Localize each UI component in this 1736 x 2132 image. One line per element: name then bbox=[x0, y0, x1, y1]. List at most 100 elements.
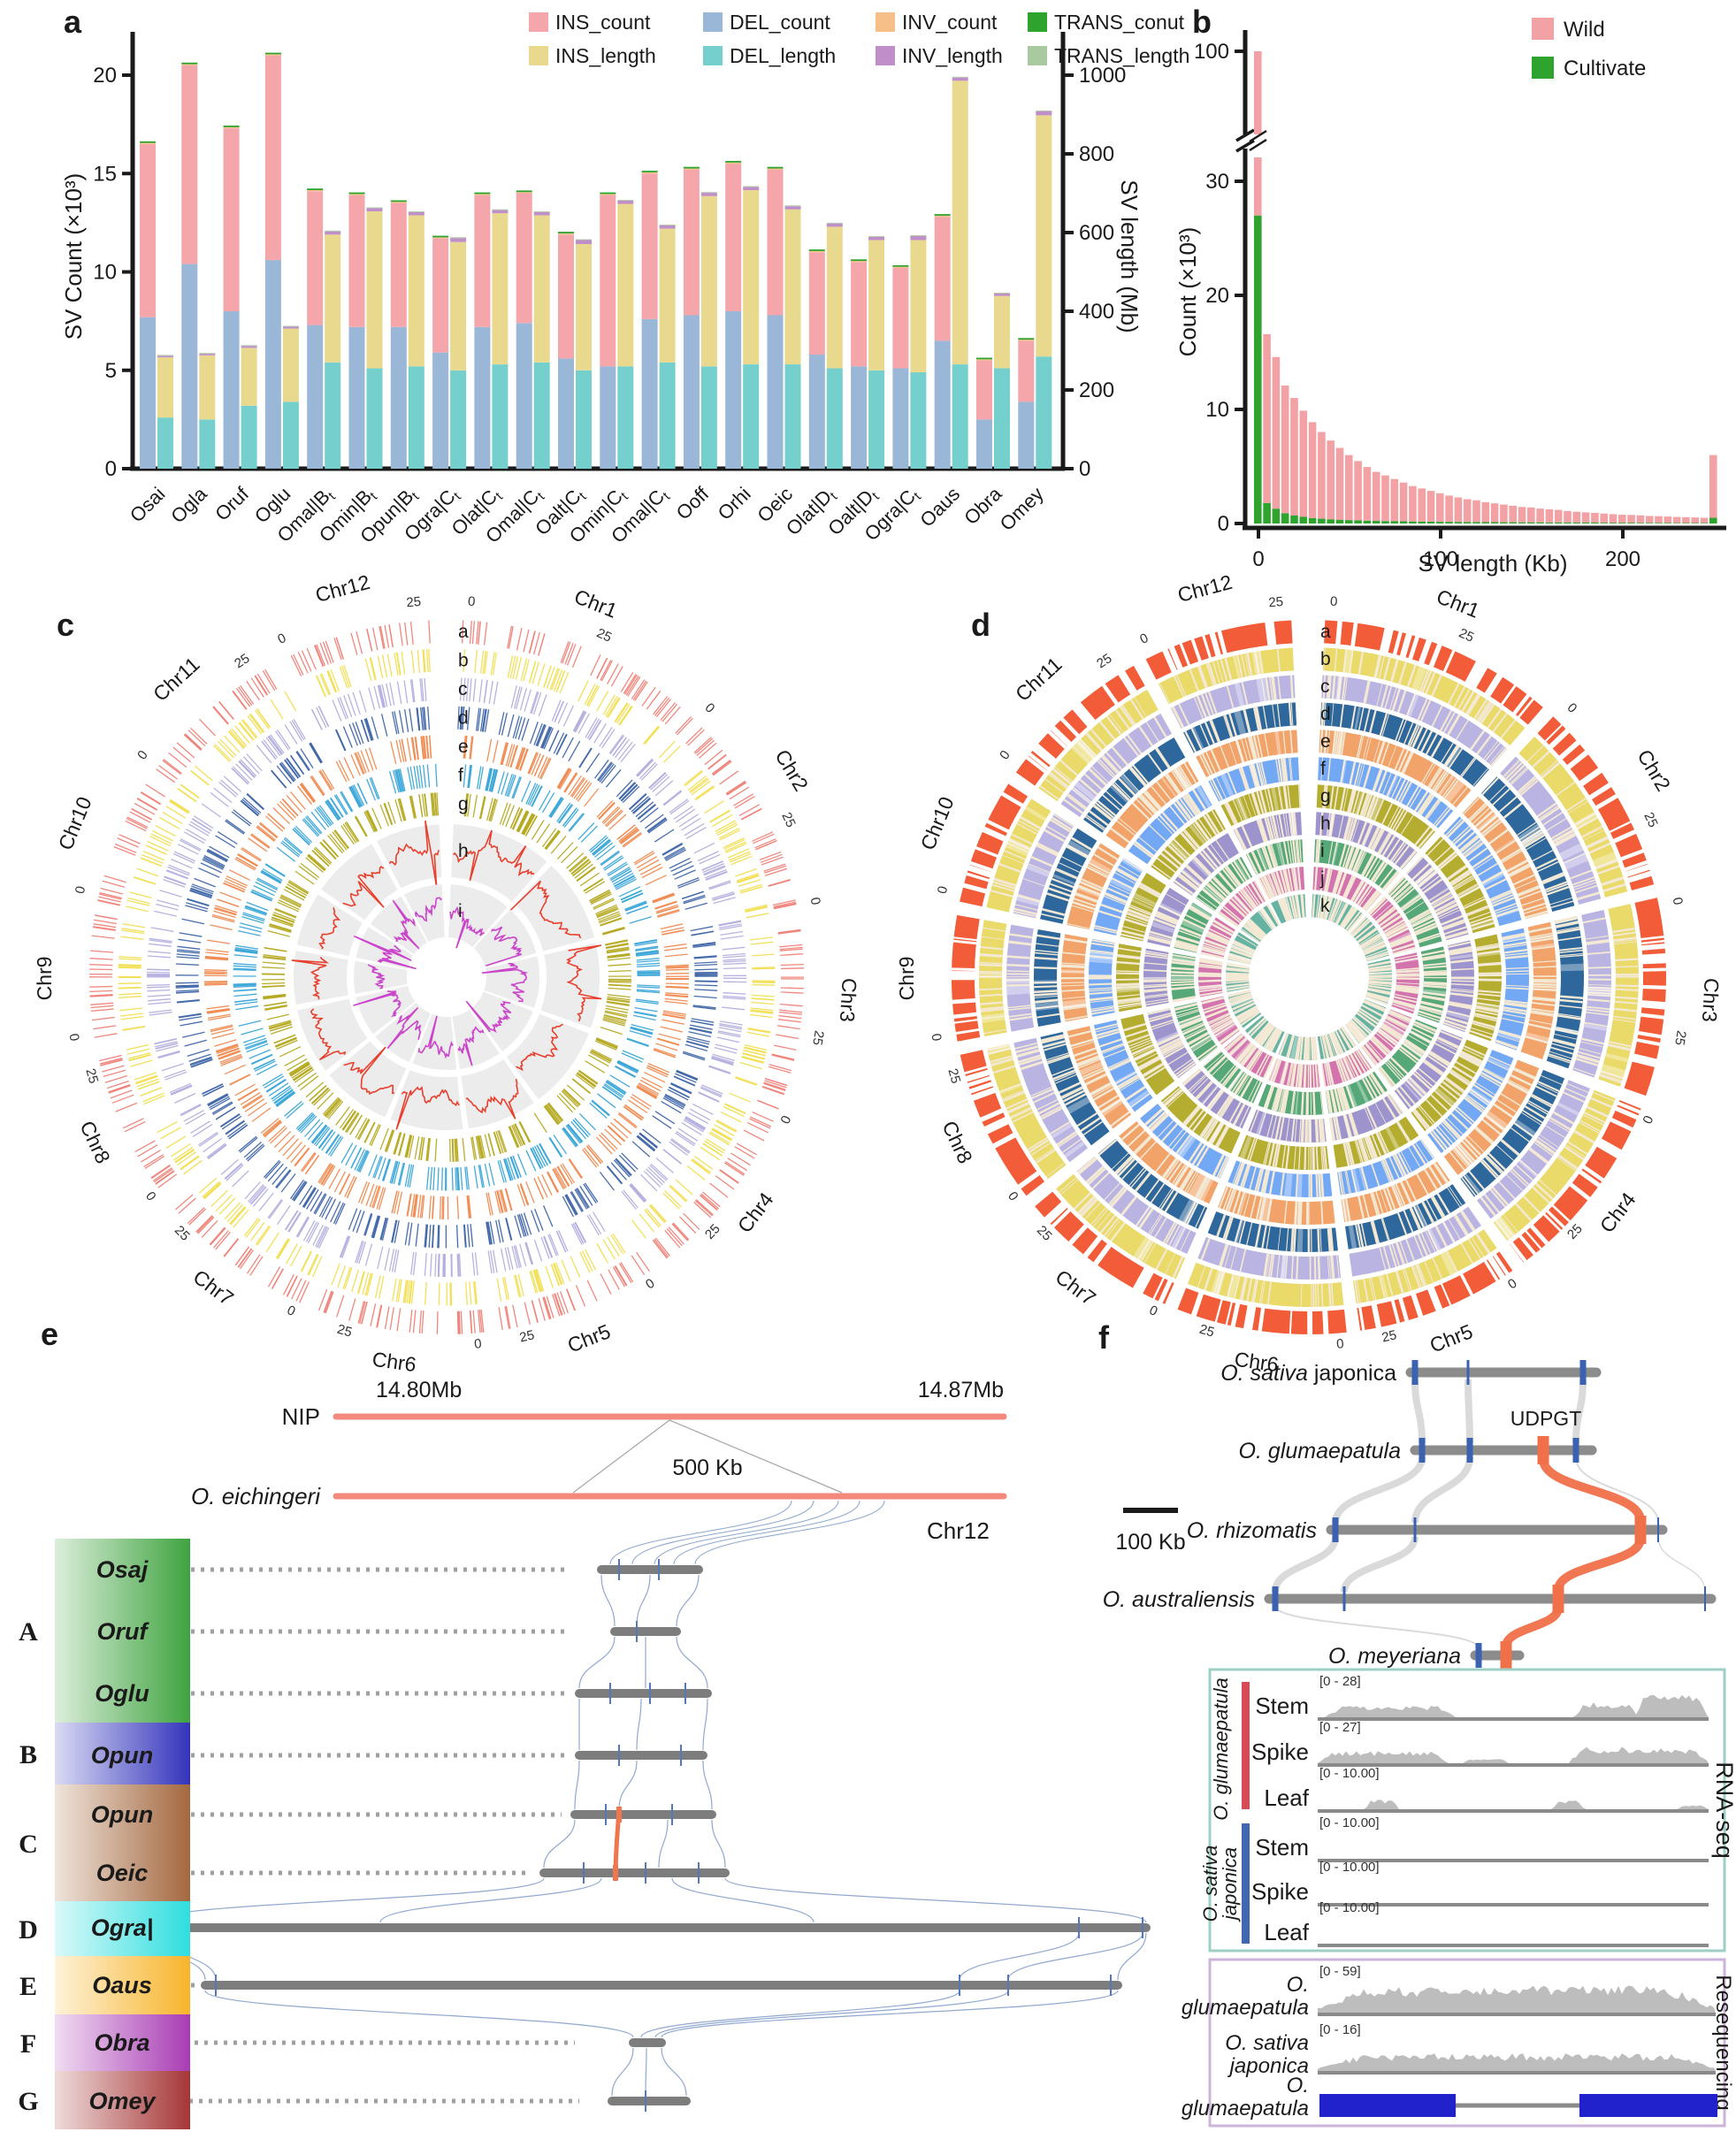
shape bbox=[273, 1089, 294, 1104]
shape bbox=[585, 717, 598, 738]
shape bbox=[229, 869, 250, 881]
shape bbox=[322, 839, 339, 858]
shape bbox=[1296, 1201, 1301, 1225]
shape bbox=[1047, 730, 1067, 750]
shape bbox=[318, 1129, 334, 1150]
sv-length-bar-segment bbox=[784, 206, 801, 210]
shape bbox=[1204, 1267, 1212, 1290]
shape bbox=[724, 1162, 745, 1176]
shape bbox=[779, 948, 803, 951]
shape bbox=[478, 621, 481, 645]
x-category-label: Oaus bbox=[915, 483, 964, 531]
sv-length-bar-segment bbox=[199, 353, 216, 355]
shape bbox=[301, 783, 317, 802]
shape bbox=[501, 713, 508, 736]
shape bbox=[249, 1185, 265, 1204]
shape bbox=[325, 800, 340, 821]
shape bbox=[754, 838, 776, 849]
scale-tick-label: 25 bbox=[518, 1327, 536, 1345]
shape bbox=[369, 1124, 380, 1146]
shape bbox=[397, 1162, 404, 1186]
shape bbox=[707, 754, 727, 770]
shape bbox=[318, 1196, 332, 1218]
sv-count-bar-segment bbox=[600, 192, 616, 195]
shape bbox=[318, 805, 334, 825]
shape bbox=[511, 807, 523, 830]
shape bbox=[399, 623, 403, 646]
shape bbox=[449, 906, 485, 949]
shape bbox=[631, 797, 651, 814]
shape bbox=[90, 1002, 114, 1005]
shape bbox=[549, 668, 559, 691]
shape bbox=[190, 1120, 211, 1134]
shape bbox=[752, 967, 776, 969]
shape bbox=[1532, 1186, 1550, 1204]
shape bbox=[291, 720, 305, 741]
shape bbox=[131, 807, 153, 821]
sv-length-bar-segment bbox=[533, 211, 550, 216]
shape bbox=[695, 786, 715, 801]
shape bbox=[103, 1069, 126, 1078]
shape bbox=[772, 899, 796, 906]
shape bbox=[340, 791, 353, 813]
sv-length-bar-segment bbox=[617, 203, 634, 367]
shape bbox=[750, 1007, 774, 1012]
shape bbox=[598, 802, 616, 820]
shape bbox=[507, 1247, 514, 1270]
shape bbox=[751, 997, 775, 1001]
shape bbox=[351, 1269, 359, 1292]
shape bbox=[187, 898, 210, 907]
shape bbox=[372, 1186, 381, 1209]
shape bbox=[605, 1081, 626, 1096]
sv-count-bar-segment bbox=[1018, 401, 1035, 469]
y-left-tick: 5 bbox=[105, 359, 117, 383]
shape bbox=[94, 914, 118, 921]
shape bbox=[559, 671, 570, 694]
shape bbox=[127, 1051, 151, 1059]
shape bbox=[365, 1183, 375, 1206]
shape bbox=[428, 1224, 432, 1248]
scale-tick-label: 25 bbox=[82, 1067, 101, 1086]
shape bbox=[697, 851, 719, 862]
shape bbox=[330, 669, 340, 692]
shape bbox=[536, 823, 551, 844]
shape bbox=[594, 759, 609, 779]
shape bbox=[388, 624, 394, 648]
shape bbox=[547, 1234, 558, 1257]
shape bbox=[203, 1182, 222, 1200]
shape bbox=[215, 1194, 233, 1212]
shape bbox=[114, 843, 137, 853]
chromosome-label: Chr11 bbox=[149, 653, 204, 706]
shape bbox=[1249, 129, 1267, 143]
shape bbox=[241, 720, 257, 739]
shape bbox=[557, 768, 570, 789]
circos-track-e bbox=[203, 735, 690, 1220]
shape bbox=[684, 1043, 708, 1052]
sv-count-bar-segment bbox=[892, 266, 909, 268]
shape bbox=[145, 783, 166, 798]
shape bbox=[739, 886, 763, 894]
shape bbox=[1055, 1173, 1186, 1280]
sv-count-bar-segment bbox=[976, 359, 992, 361]
shape bbox=[531, 692, 539, 714]
shape bbox=[568, 855, 587, 872]
shape bbox=[359, 1150, 370, 1173]
shape bbox=[282, 1274, 294, 1295]
shape bbox=[1640, 935, 1665, 941]
shape bbox=[477, 1135, 484, 1159]
shape bbox=[143, 1095, 165, 1105]
chromosome-label: Chr10 bbox=[54, 793, 96, 853]
shape bbox=[619, 828, 639, 844]
shape bbox=[554, 1167, 567, 1188]
shape bbox=[264, 1005, 287, 1010]
shape bbox=[636, 759, 654, 777]
circos-track-h bbox=[291, 820, 602, 1131]
shape bbox=[157, 1051, 180, 1059]
shape bbox=[241, 848, 261, 862]
shape bbox=[316, 675, 326, 697]
shape bbox=[529, 1271, 537, 1294]
shape bbox=[498, 1219, 504, 1242]
sv-count-bar-segment bbox=[264, 55, 281, 261]
shape bbox=[612, 737, 628, 757]
shape bbox=[242, 1096, 264, 1110]
